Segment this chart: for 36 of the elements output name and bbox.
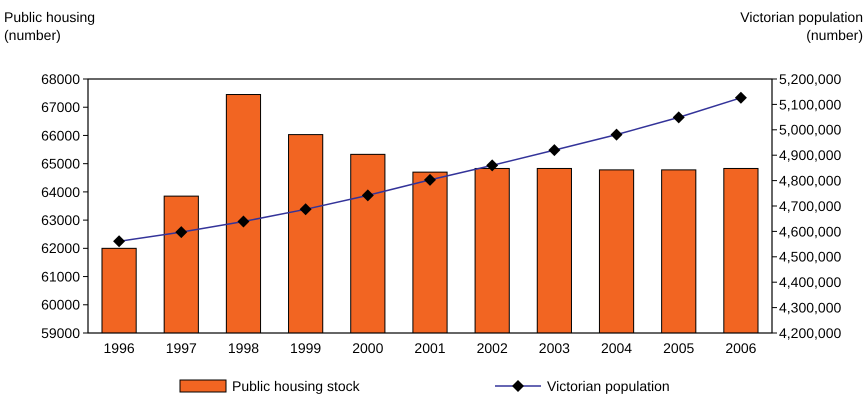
legend-label: Public housing stock bbox=[232, 378, 361, 394]
x-tick-label: 2005 bbox=[663, 340, 695, 356]
y2-tick-label: 4,300,000 bbox=[779, 300, 842, 316]
y-tick-label: 68000 bbox=[41, 70, 80, 87]
y-tick-label: 67000 bbox=[41, 99, 80, 116]
legend-label: Victorian population bbox=[547, 378, 670, 394]
x-tick-label: 1998 bbox=[228, 340, 260, 356]
x-tick-label: 1996 bbox=[104, 340, 135, 356]
y2-tick-label: 4,200,000 bbox=[779, 324, 842, 341]
y2-tick-label: 4,900,000 bbox=[779, 147, 842, 164]
y-tick-label: 62000 bbox=[41, 240, 80, 256]
x-tick-label: 2003 bbox=[538, 340, 570, 356]
y2-tick-label: 4,400,000 bbox=[779, 274, 842, 290]
x-tick-label: 2001 bbox=[414, 340, 446, 356]
y2-tick-label: 4,700,000 bbox=[779, 198, 842, 214]
y2-tick-label: 4,500,000 bbox=[779, 248, 842, 265]
y-tick-label: 63000 bbox=[41, 212, 80, 228]
y2-tick-label: 5,200,000 bbox=[779, 70, 842, 87]
y2-tick-label: 5,100,000 bbox=[779, 96, 842, 112]
x-tick-label: 1997 bbox=[166, 340, 198, 356]
x-tick-label: 2000 bbox=[352, 340, 384, 356]
y-axis-title: Public housing (number) bbox=[4, 9, 96, 43]
y2-tick-label: 4,600,000 bbox=[779, 223, 842, 240]
x-tick-label: 2002 bbox=[476, 340, 508, 356]
y2-axis-title: Victorian population (number) bbox=[740, 9, 863, 43]
y2-tick-label: 4,800,000 bbox=[779, 172, 842, 188]
y-tick-label: 66000 bbox=[41, 127, 80, 144]
x-tick-label: 1999 bbox=[290, 340, 322, 356]
y-tick-label: 61000 bbox=[41, 268, 80, 284]
y-tick-label: 65000 bbox=[41, 156, 80, 172]
y-tick-label: 64000 bbox=[41, 184, 80, 200]
y2-tick-label: 5,000,000 bbox=[779, 122, 842, 138]
y-tick-label: 59000 bbox=[41, 324, 80, 341]
y-tick-label: 60000 bbox=[41, 296, 80, 313]
x-tick-label: 2004 bbox=[600, 340, 632, 356]
x-tick-label: 2006 bbox=[725, 340, 757, 356]
